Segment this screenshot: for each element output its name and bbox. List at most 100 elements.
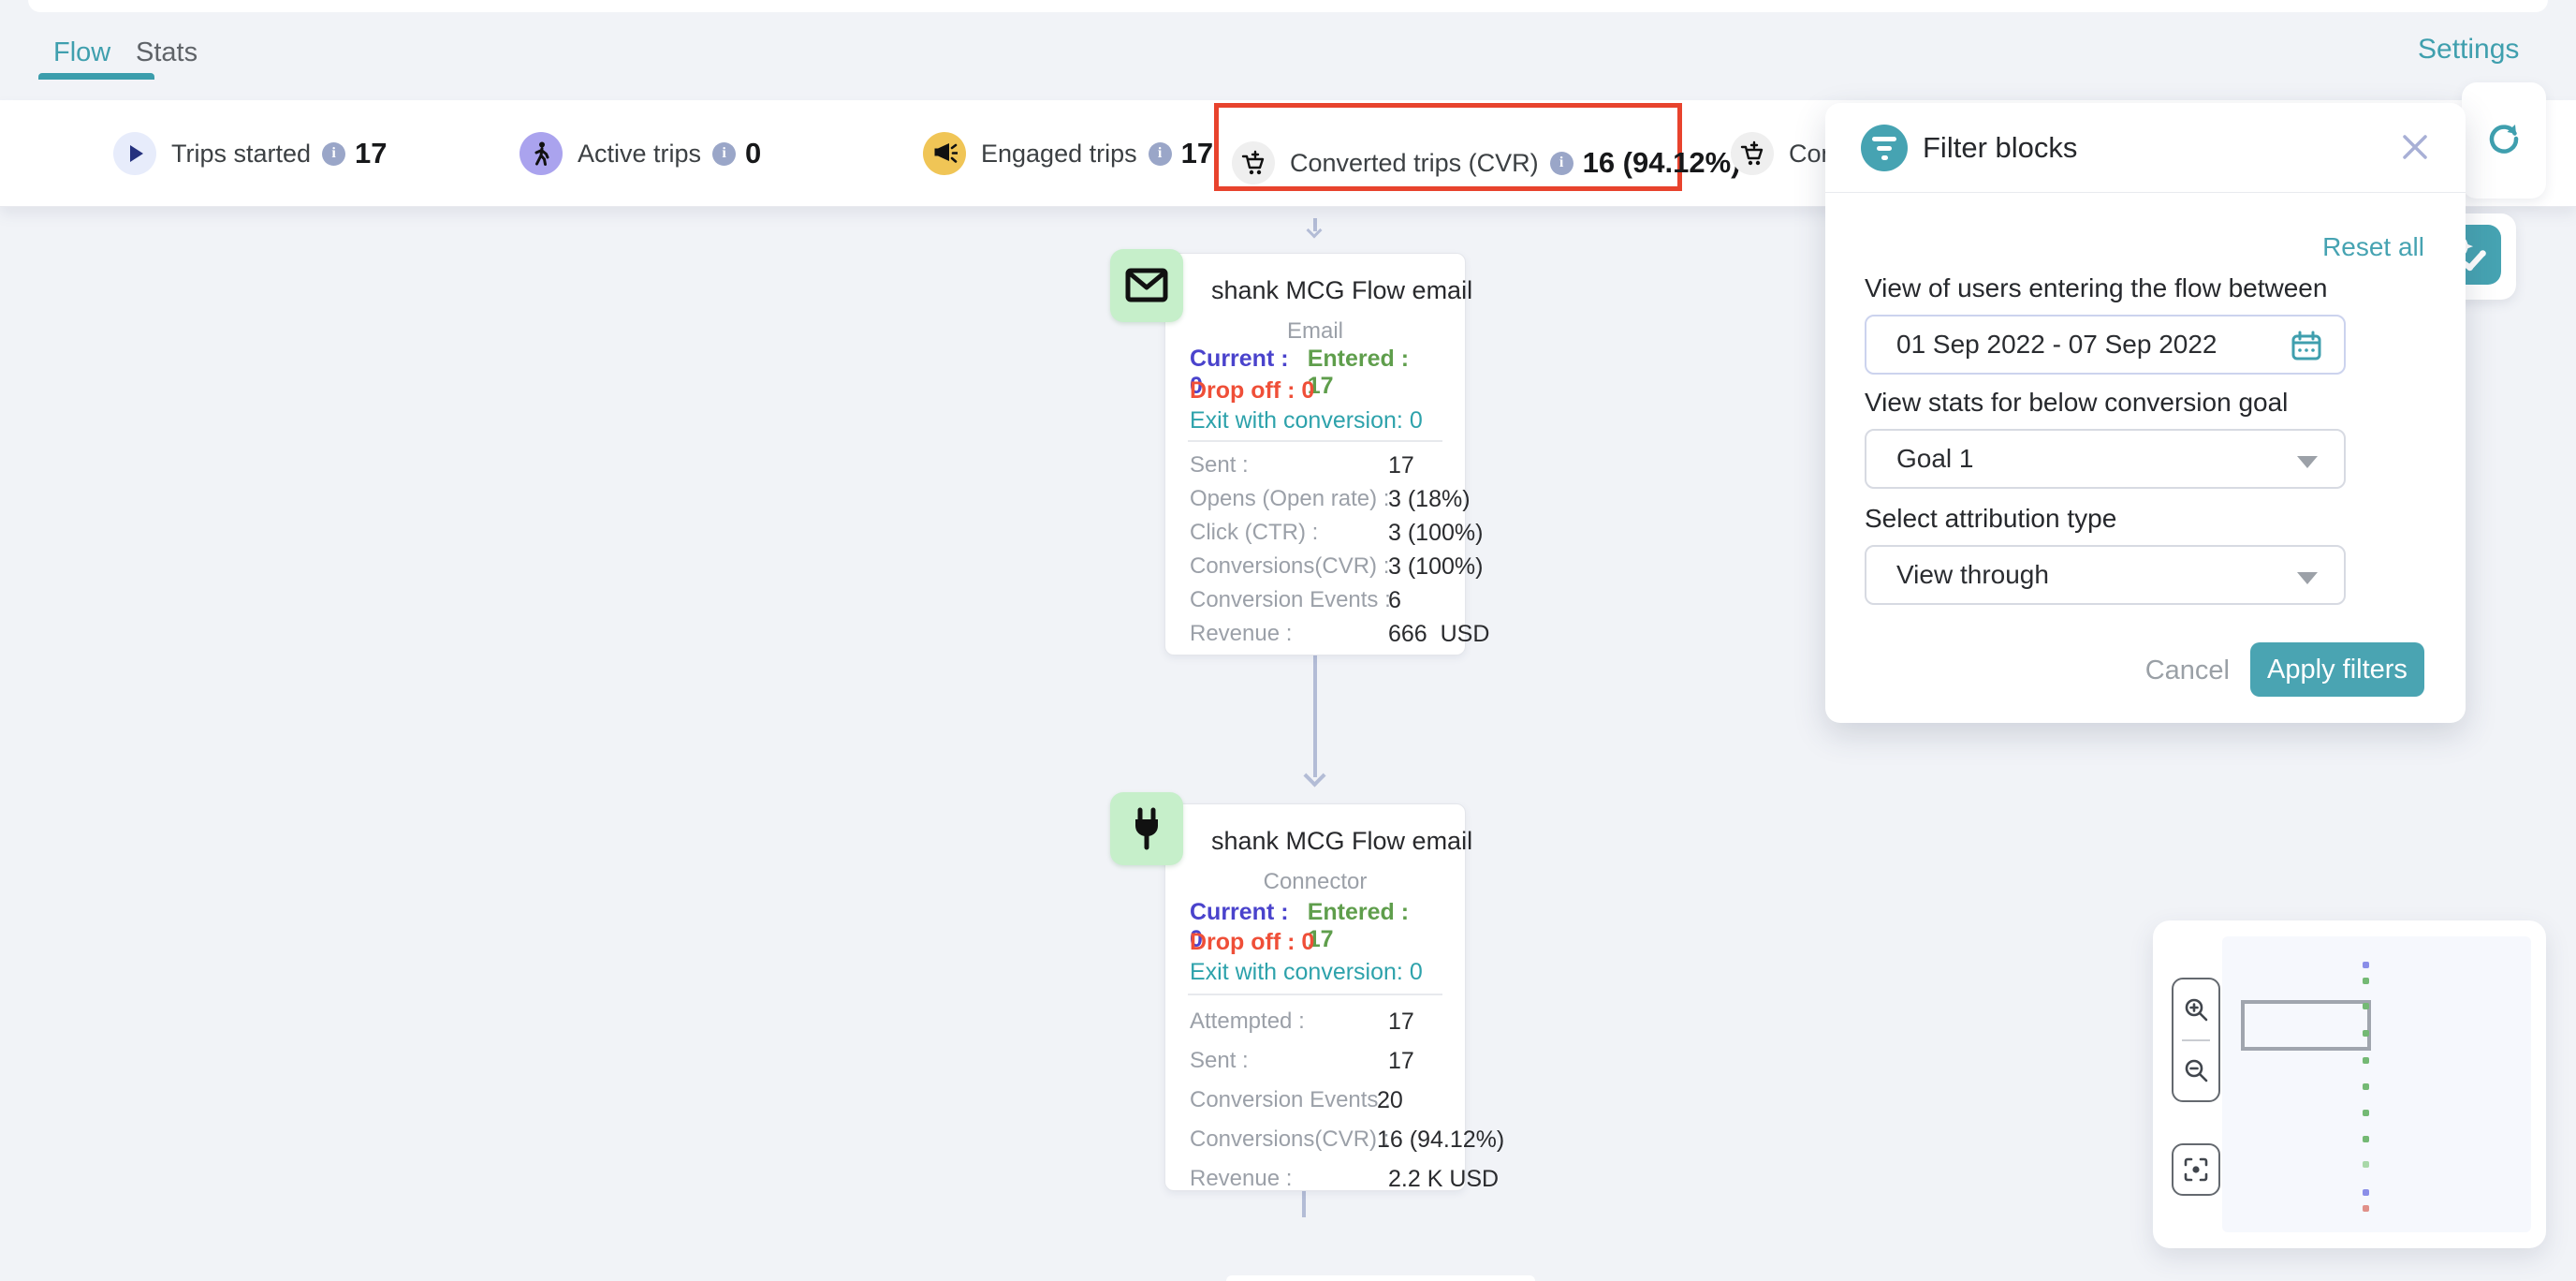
stat-trips-started[interactable]: Trips started i 17	[113, 116, 388, 191]
stat-row-label: Conversions(CVR) :	[1190, 1126, 1390, 1152]
node-type: Connector	[1263, 869, 1368, 894]
minimap-node-dot	[2363, 962, 2369, 968]
tab-stats[interactable]: Stats	[136, 37, 198, 67]
stat-label: Converted trips (CVR)	[1290, 148, 1539, 177]
node-title: shank MCG Flow email	[1211, 276, 1473, 304]
minimap-node-dot	[2363, 1003, 2369, 1009]
stat-row-label: Sent :	[1190, 1048, 1249, 1073]
stat-row-label: Conversion Events :	[1190, 1087, 1391, 1112]
play-icon	[113, 132, 156, 175]
minimap-canvas	[2222, 936, 2531, 1232]
chevron-down-icon	[2297, 456, 2318, 468]
stat-row-value: 16 (94.12%)	[1377, 1126, 1505, 1153]
minimap-node-dot	[2363, 1057, 2369, 1064]
panel-header: Filter blocks	[1825, 103, 2466, 193]
minimap-panel	[2153, 920, 2546, 1248]
minimap-node-dot	[2363, 1136, 2369, 1142]
active-tab-underline	[38, 73, 154, 80]
node-title: shank MCG Flow email	[1211, 827, 1473, 855]
attribution-type-select[interactable]: View through	[1865, 545, 2346, 605]
fit-view-button[interactable]	[2172, 1143, 2220, 1196]
stat-row-label: Conversions(CVR) :	[1190, 553, 1390, 579]
minimap-node-dot	[2363, 1189, 2369, 1196]
stat-row-label: Revenue :	[1190, 1166, 1293, 1191]
arrowhead-icon	[1306, 222, 1323, 239]
minimap-node-dot	[2363, 1083, 2369, 1090]
close-icon[interactable]	[2398, 130, 2432, 164]
filter-icon	[1861, 125, 1908, 171]
zoom-out-button[interactable]	[2174, 1041, 2218, 1101]
megaphone-icon	[923, 132, 966, 175]
tab-flow[interactable]: Flow	[53, 37, 111, 67]
walking-person-icon	[520, 132, 563, 175]
stat-row-value: 6	[1388, 587, 1401, 613]
stat-converted-trips[interactable]: Converted trips (CVR) i 16 (94.12%)	[1232, 125, 1740, 200]
stat-row-value: 3 (100%)	[1388, 520, 1484, 546]
settings-link[interactable]: Settings	[2418, 34, 2520, 65]
flow-node-email[interactable]: shank MCG Flow email Email Current : 0 E…	[1164, 253, 1489, 655]
chevron-down-icon	[2297, 572, 2318, 584]
stat-label: Active trips	[578, 139, 702, 168]
stat-value: 16 (94.12%)	[1582, 146, 1741, 179]
exit-conversion-count: Exit with conversion: 0	[1190, 959, 1423, 985]
edge-into-email-node	[1313, 218, 1317, 231]
entered-count: Entered : 17	[1307, 899, 1410, 952]
stat-row-value: 2.2 K USD	[1388, 1166, 1500, 1192]
info-icon[interactable]: i	[322, 141, 346, 166]
conversion-goal-value: Goal 1	[1896, 444, 1974, 473]
stat-engaged-trips[interactable]: Engaged trips i 17	[923, 116, 1213, 191]
flow-node-connector[interactable]: shank MCG Flow email Connector Current :…	[1164, 803, 1504, 1192]
entered-count: Entered : 17	[1307, 346, 1410, 399]
stat-row-value: 3 (100%)	[1388, 553, 1484, 580]
dropoff-count: Drop off : 0	[1190, 377, 1315, 404]
date-range-label: View of users entering the flow between	[1865, 273, 2328, 302]
info-icon[interactable]: i	[1549, 151, 1573, 175]
date-range-value: 01 Sep 2022 - 07 Sep 2022	[1896, 330, 2217, 359]
stat-row-value: 17	[1388, 452, 1414, 479]
cart-icon	[1731, 132, 1774, 175]
zoom-in-button[interactable]	[2174, 979, 2218, 1039]
refresh-button[interactable]	[2462, 82, 2546, 199]
arrowhead-icon	[1303, 764, 1326, 788]
divider	[2182, 1038, 2210, 1041]
reset-all-link[interactable]: Reset all	[2322, 232, 2424, 261]
refresh-icon	[2487, 122, 2521, 160]
current-count: Current : 0	[1190, 899, 1289, 952]
conversion-goal-select[interactable]: Goal 1	[1865, 429, 2346, 489]
minimap-node-dot	[2363, 1205, 2369, 1212]
info-icon[interactable]: i	[1148, 141, 1172, 166]
dropoff-count: Drop off : 0	[1190, 929, 1315, 955]
exit-conversion-count: Exit with conversion: 0	[1190, 407, 1423, 434]
minimap-viewport[interactable]	[2241, 1000, 2371, 1051]
stat-row-value: 20	[1377, 1087, 1403, 1113]
calendar-icon	[2290, 330, 2323, 370]
stat-value: 17	[355, 137, 388, 169]
stat-row-label: Revenue :	[1190, 621, 1293, 646]
apply-filters-button[interactable]: Apply filters	[2250, 642, 2424, 697]
stat-row-label: Attempted :	[1190, 1009, 1305, 1034]
attribution-type-label: Select attribution type	[1865, 504, 2117, 533]
next-node-edge	[1226, 1275, 1535, 1281]
plug-icon	[1110, 792, 1183, 865]
cart-plus-icon	[1232, 141, 1275, 184]
stat-row-value: 17	[1388, 1048, 1414, 1074]
converted-trips-highlight-box: Converted trips (CVR) i 16 (94.12%)	[1214, 103, 1740, 191]
edge-email-to-connector	[1313, 655, 1317, 777]
stat-active-trips[interactable]: Active trips i 0	[520, 116, 761, 191]
minimap-node-dot	[2363, 1030, 2369, 1037]
minimap-node-dot	[2363, 1110, 2369, 1116]
divider	[1188, 994, 1442, 995]
zoom-controls	[2172, 978, 2220, 1102]
stat-row-value: 3 (18%)	[1388, 486, 1471, 512]
stat-row-value: 17	[1388, 1009, 1414, 1035]
stat-row-label: Conversion Events :	[1190, 587, 1391, 612]
filter-blocks-panel: Filter blocks Reset all View of users en…	[1825, 103, 2466, 723]
current-count: Current : 0	[1190, 346, 1289, 399]
divider	[1188, 440, 1442, 442]
stat-value: 17	[1180, 137, 1214, 169]
stat-value: 0	[745, 137, 762, 169]
date-range-input[interactable]: 01 Sep 2022 - 07 Sep 2022	[1865, 315, 2346, 375]
cancel-button[interactable]: Cancel	[2144, 655, 2230, 685]
info-icon[interactable]: i	[712, 141, 737, 166]
top-toolbar-edge	[28, 0, 2548, 12]
